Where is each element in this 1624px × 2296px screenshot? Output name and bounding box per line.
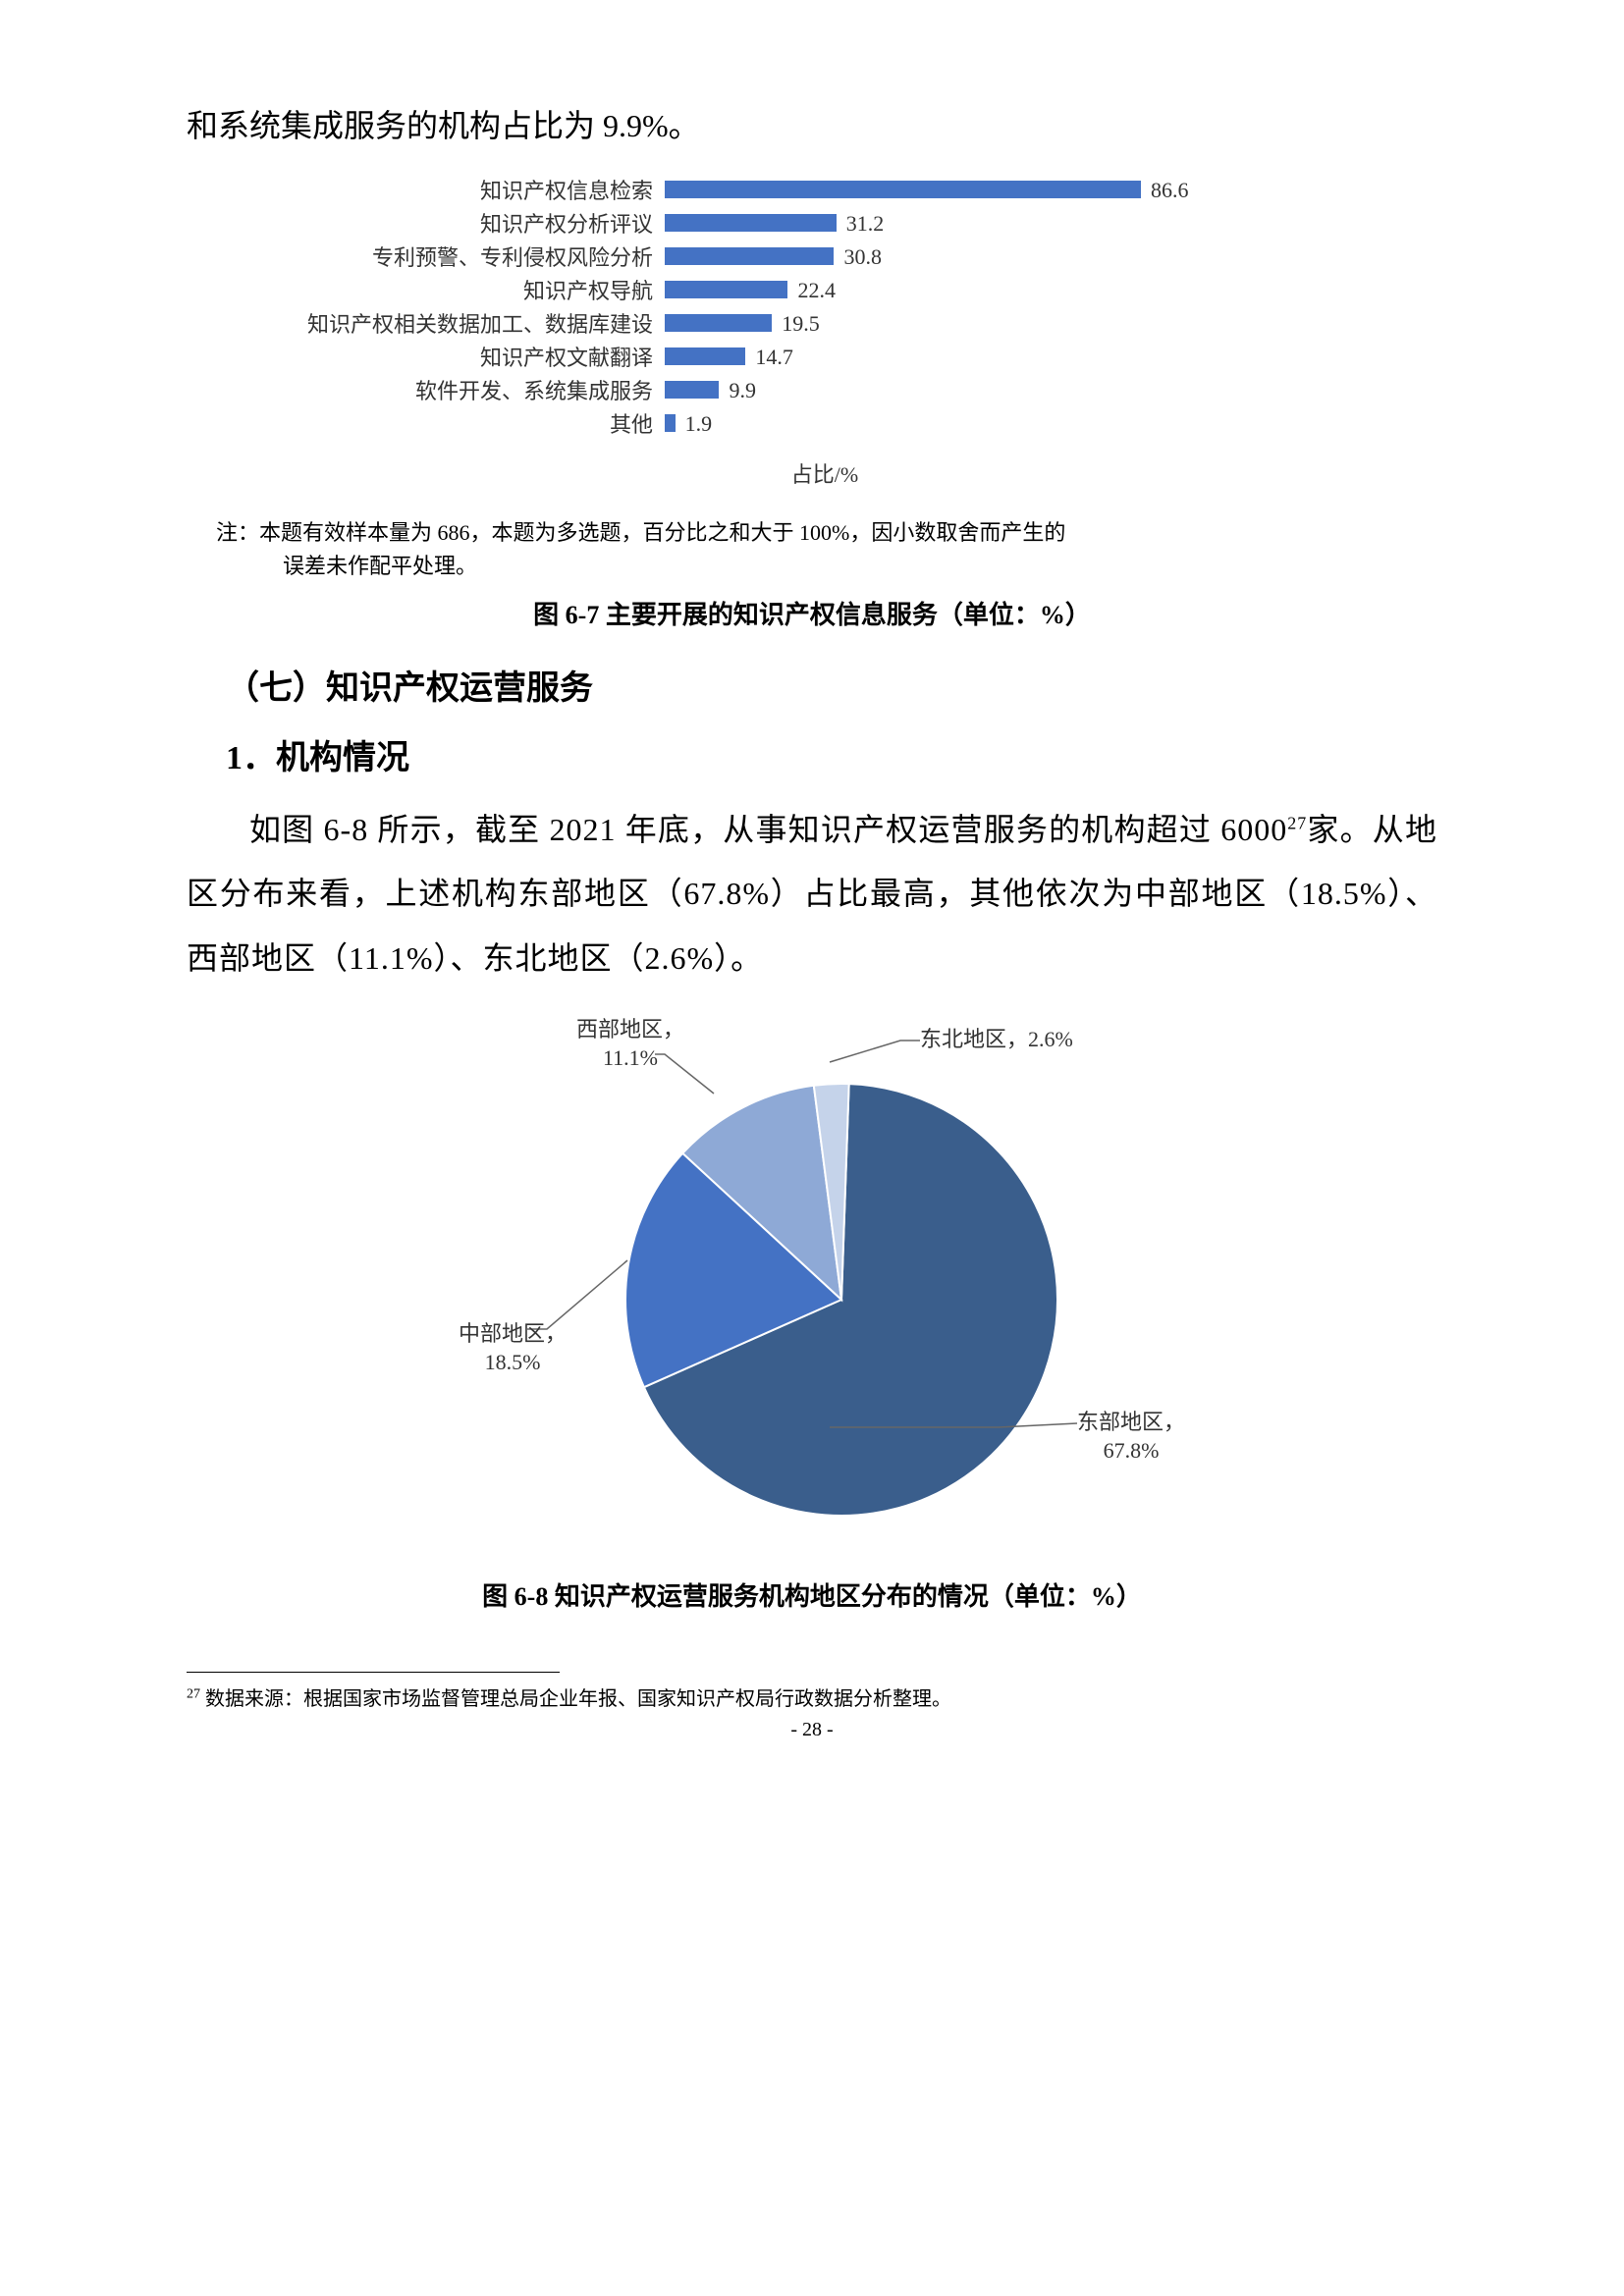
footnote-marker: 27	[187, 1686, 200, 1701]
subsection-1-heading: 1．机构情况	[226, 730, 1437, 778]
pie-leader-line	[830, 1041, 920, 1062]
bar-value: 22.4	[797, 278, 836, 303]
footnote-ref-27: 27	[1287, 813, 1307, 832]
bar-row: 其他 1.9	[301, 406, 1323, 440]
bar-row: 软件开发、系统集成服务 9.9	[301, 373, 1323, 406]
pie-slice-label: 中部地区，18.5%	[459, 1319, 567, 1377]
bar-label: 知识产权导航	[301, 274, 665, 305]
bar	[665, 347, 745, 365]
pie-slice-label: 西部地区，11.1%	[576, 1015, 684, 1073]
bar-track: 1.9	[665, 411, 1215, 435]
bar-track: 31.2	[665, 211, 1215, 235]
bar-label: 知识产权相关数据加工、数据库建设	[301, 307, 665, 339]
figure-6-7-caption: 图 6-7 主要开展的知识产权信息服务（单位：%）	[187, 595, 1437, 631]
bar-row: 知识产权导航 22.4	[301, 273, 1323, 306]
pie-slice-label: 东部地区，67.8%	[1077, 1408, 1185, 1466]
bar-label: 其他	[301, 407, 665, 439]
pie-leader-line	[830, 1423, 1077, 1427]
bar	[665, 281, 787, 298]
pie-slice-label: 东北地区，2.6%	[920, 1025, 1073, 1054]
bar-value: 86.6	[1151, 178, 1189, 203]
bar-track: 14.7	[665, 345, 1215, 368]
bar	[665, 214, 837, 232]
footnote-27: 27 数据来源：根据国家市场监督管理总局企业年报、国家知识产权局行政数据分析整理…	[187, 1682, 1437, 1711]
bar-row: 知识产权文献翻译 14.7	[301, 340, 1323, 373]
paragraph-1-head: 如图 6-8 所示，截至 2021 年底，从事知识产权运营服务的机构超过 600…	[249, 812, 1287, 847]
footnote-separator	[187, 1672, 560, 1673]
note-line-2: 误差未作配平处理。	[216, 550, 477, 583]
bar-chart-xlabel: 占比/%	[187, 457, 1100, 489]
bar-track: 19.5	[665, 311, 1215, 335]
bar	[665, 181, 1141, 198]
bar-label: 专利预警、专利侵权风险分析	[301, 240, 665, 272]
bar-value: 9.9	[729, 378, 756, 403]
bar	[665, 381, 719, 399]
bar-label: 知识产权分析评议	[301, 207, 665, 239]
section-7-heading: （七）知识产权运营服务	[226, 661, 1437, 709]
bar-track: 86.6	[665, 178, 1215, 201]
page-number: - 28 -	[187, 1719, 1437, 1741]
intro-text: 和系统集成服务的机构占比为 9.9%。	[187, 98, 1437, 155]
bar	[665, 414, 676, 432]
bar-row: 知识产权分析评议 31.2	[301, 206, 1323, 240]
bar-chart-6-7: 知识产权信息检索 86.6 知识产权分析评议 31.2 专利预警、专利侵权风险分析 30.…	[301, 173, 1323, 440]
bar-label: 知识产权信息检索	[301, 174, 665, 205]
bar-track: 9.9	[665, 378, 1215, 401]
figure-6-8-caption: 图 6-8 知识产权运营服务机构地区分布的情况（单位：%）	[187, 1576, 1437, 1613]
bar-value: 30.8	[843, 244, 882, 270]
bar-row: 专利预警、专利侵权风险分析 30.8	[301, 240, 1323, 273]
paragraph-1: 如图 6-8 所示，截至 2021 年底，从事知识产权运营服务的机构超过 600…	[187, 798, 1437, 991]
footnote-text: 数据来源：根据国家市场监督管理总局企业年报、国家知识产权局行政数据分析整理。	[200, 1688, 951, 1710]
bar-row: 知识产权信息检索 86.6	[301, 173, 1323, 206]
bar	[665, 314, 772, 332]
bar	[665, 247, 834, 265]
bar-value: 31.2	[846, 211, 885, 237]
chart-note: 注：本题有效样本量为 686，本题为多选题，百分比之和大于 100%，因小数取舍…	[187, 516, 1437, 583]
bar-value: 14.7	[755, 345, 793, 370]
bar-track: 30.8	[665, 244, 1215, 268]
bar-value: 19.5	[782, 311, 820, 337]
bar-value: 1.9	[685, 411, 713, 437]
note-line-1: 注：本题有效样本量为 686，本题为多选题，百分比之和大于 100%，因小数取舍…	[216, 520, 1065, 545]
bar-row: 知识产权相关数据加工、数据库建设 19.5	[301, 306, 1323, 340]
bar-label: 知识产权文献翻译	[301, 341, 665, 372]
pie-chart-6-8: 东部地区，67.8% 中部地区，18.5% 西部地区，11.1% 东北地区，2.6%	[370, 1015, 1254, 1565]
pie-leader-overlay	[370, 1015, 1254, 1565]
bar-label: 软件开发、系统集成服务	[301, 374, 665, 405]
bar-track: 22.4	[665, 278, 1215, 301]
